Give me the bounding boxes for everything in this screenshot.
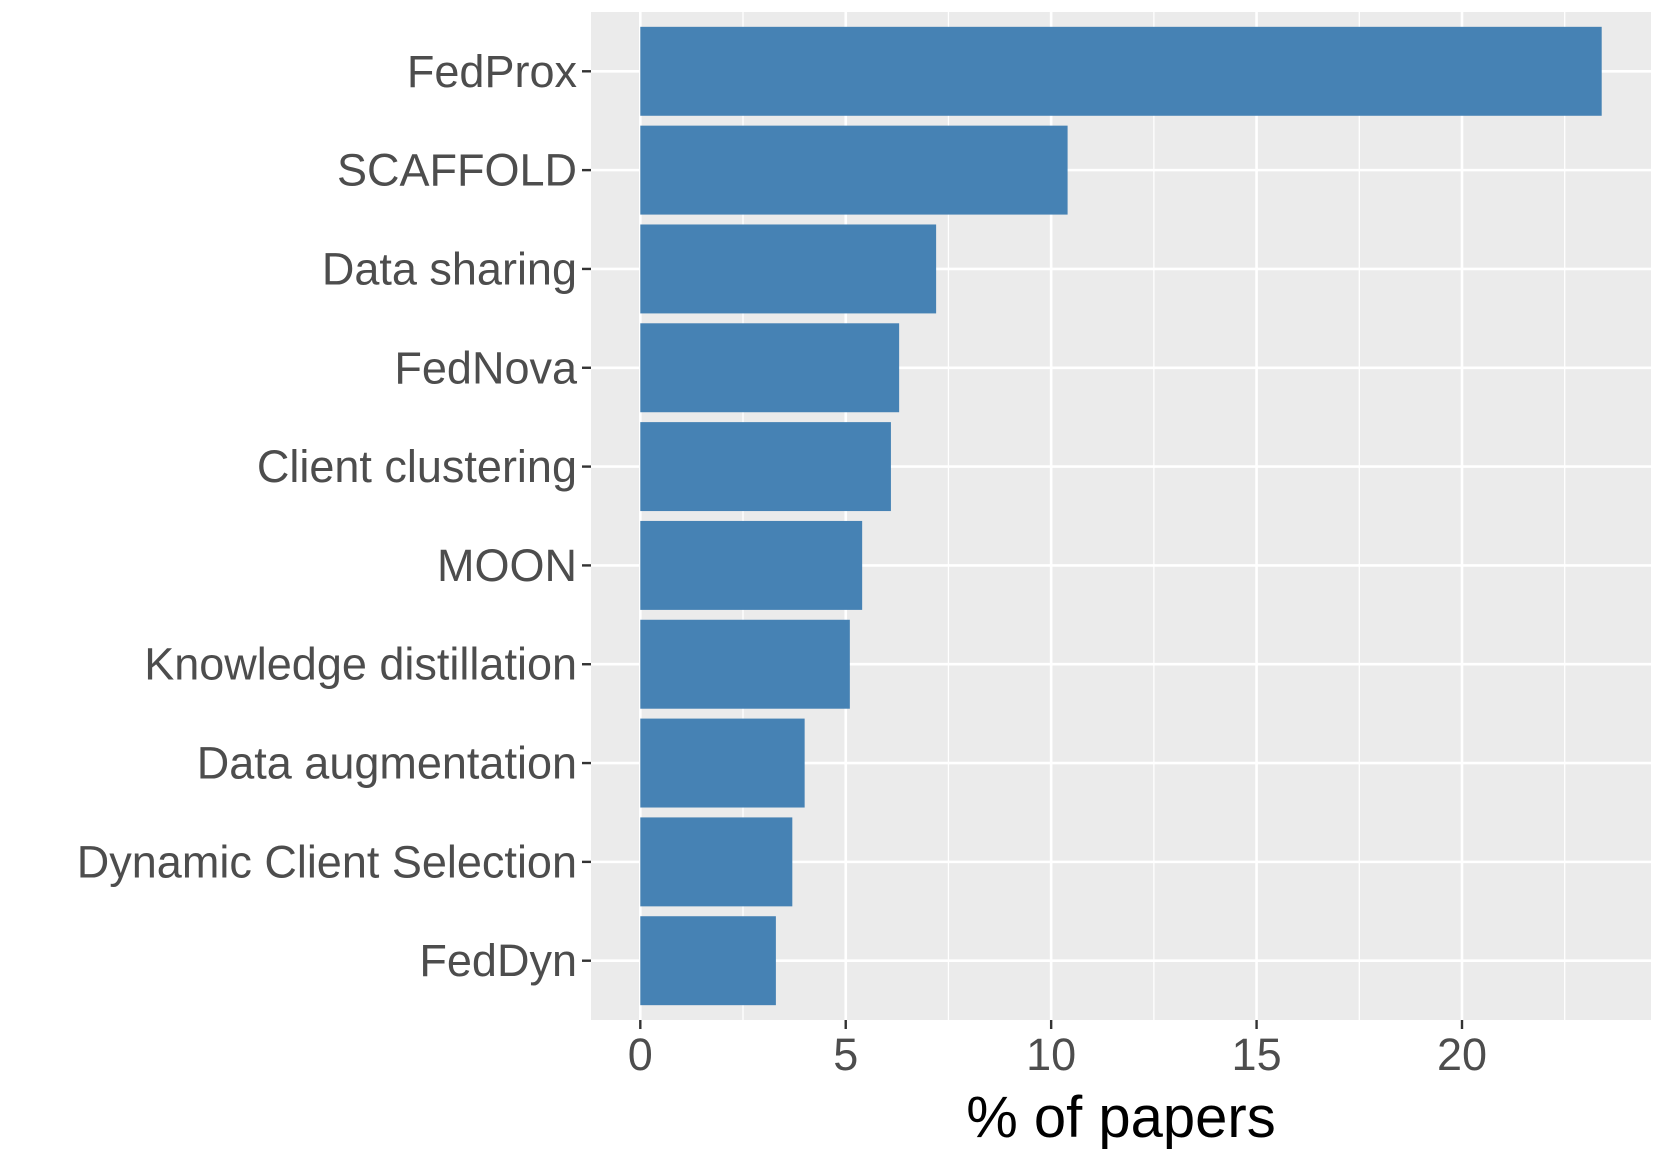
y-tick-label: FedProx xyxy=(407,46,578,97)
y-tick-label: MOON xyxy=(437,540,577,591)
bar-fedprox xyxy=(640,26,1602,116)
y-tick-label: Knowledge distillation xyxy=(144,639,577,690)
bar-dynamic-client-selection xyxy=(640,817,793,907)
y-tick-label: FedDyn xyxy=(419,935,577,986)
x-tick-label: 10 xyxy=(1026,1029,1076,1080)
bar-fednova xyxy=(640,323,900,413)
x-axis: 0 5 10 15 20 xyxy=(628,1020,1487,1080)
x-tick-label: 0 xyxy=(628,1029,653,1080)
bar-scaffold xyxy=(640,125,1068,215)
x-tick-label: 20 xyxy=(1437,1029,1487,1080)
bar-feddyn xyxy=(640,916,776,1006)
y-tick-label: Client clustering xyxy=(257,441,577,492)
x-tick-label: 5 xyxy=(833,1029,858,1080)
bar-data-augmentation xyxy=(640,718,805,808)
y-tick-label: Data augmentation xyxy=(197,738,577,789)
y-tick-label: Data sharing xyxy=(322,243,577,294)
x-tick-label: 15 xyxy=(1232,1029,1282,1080)
bar-client-clustering xyxy=(640,422,891,512)
bar-moon xyxy=(640,520,863,610)
x-axis-title: % of papers xyxy=(966,1085,1276,1150)
bar-knowledge-distillation xyxy=(640,619,850,709)
bar-data-sharing xyxy=(640,224,937,314)
y-tick-label: FedNova xyxy=(394,342,578,393)
y-tick-label: Dynamic Client Selection xyxy=(77,836,577,887)
y-axis: FedProx SCAFFOLD Data sharing FedNova Client… xyxy=(77,46,591,986)
bars xyxy=(640,26,1602,1006)
y-tick-label: SCAFFOLD xyxy=(337,145,577,196)
